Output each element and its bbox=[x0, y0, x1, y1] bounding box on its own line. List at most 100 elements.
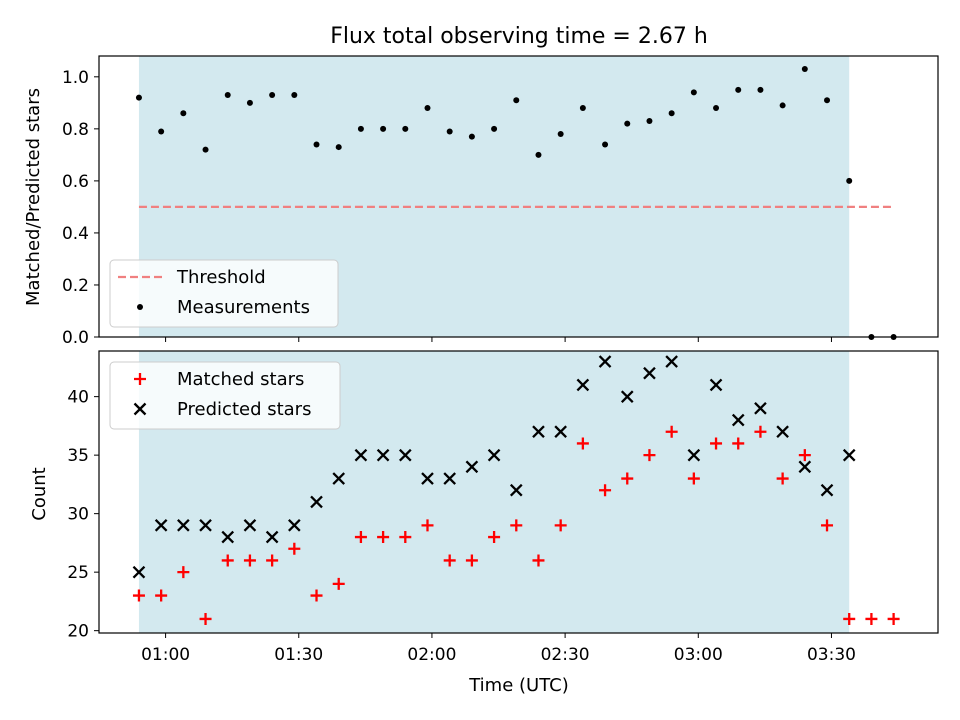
predicted-star-point bbox=[731, 413, 745, 427]
x-tick-label: 02:30 bbox=[541, 645, 590, 665]
measurement-point bbox=[801, 66, 808, 73]
bottom-panel: 20 25 30 35 40 01:00 01:30 02:00 02:30 03:00 03:30… bbox=[67, 350, 939, 665]
predicted-star-point bbox=[509, 483, 523, 497]
matched-star-point bbox=[776, 472, 789, 485]
measurement-point bbox=[202, 146, 209, 153]
predicted-star-point bbox=[243, 519, 257, 532]
matched-star-point bbox=[288, 542, 301, 555]
measurement-point bbox=[557, 131, 564, 138]
matched-star-point bbox=[443, 554, 456, 567]
predicted-star-point bbox=[532, 425, 545, 439]
predicted-star-point bbox=[465, 460, 479, 474]
matched-star-point bbox=[332, 577, 345, 590]
bottom-y-tick-label: 30 bbox=[67, 505, 89, 525]
bottom-legend: Matched stars Predicted stars bbox=[109, 361, 341, 430]
matched-star-point bbox=[887, 612, 900, 625]
predicted-star-point bbox=[154, 519, 168, 532]
measurement-point bbox=[646, 118, 653, 125]
matched-star-point bbox=[599, 484, 612, 497]
measurement-point bbox=[668, 110, 675, 117]
measurement-point bbox=[357, 125, 364, 132]
legend-predicted-swatch bbox=[133, 402, 147, 416]
top-y-tick-label: 0.6 bbox=[62, 172, 89, 192]
matched-star-point bbox=[510, 519, 523, 532]
measurement-point bbox=[135, 94, 142, 101]
measurement-point bbox=[446, 128, 453, 135]
bottom-y-axis-label: Count bbox=[29, 467, 50, 520]
measurement-point bbox=[313, 141, 320, 148]
matched-star-point bbox=[421, 519, 434, 532]
matched-star-point bbox=[798, 449, 811, 462]
matched-star-point bbox=[621, 472, 634, 485]
top-y-tick-label: 0.8 bbox=[62, 120, 89, 140]
x-tick-label: 01:00 bbox=[141, 645, 190, 665]
predicted-star-point bbox=[576, 378, 590, 392]
predicted-star-point bbox=[620, 390, 634, 403]
x-tick-label: 01:30 bbox=[274, 645, 323, 665]
predicted-star-point bbox=[798, 460, 812, 474]
matched-star-point bbox=[732, 437, 745, 450]
predicted-star-point bbox=[598, 355, 612, 368]
matched-star-point bbox=[643, 449, 656, 462]
predicted-star-point bbox=[354, 448, 368, 462]
x-axis-label: Time (UTC) bbox=[468, 675, 569, 696]
top-panel: 0.0 0.2 0.4 0.6 0.8 1.0 Threshold Measurements bbox=[62, 55, 939, 348]
matched-star-point bbox=[377, 531, 390, 544]
matched-star-point bbox=[843, 612, 856, 625]
legend-label: Matched stars bbox=[177, 369, 304, 390]
matched-star-point bbox=[710, 437, 723, 450]
measurement-point bbox=[846, 177, 853, 184]
measurement-point bbox=[468, 133, 475, 140]
matched-star-point bbox=[532, 554, 545, 567]
matched-star-point bbox=[243, 554, 256, 567]
measurement-point bbox=[535, 151, 542, 158]
measurement-point bbox=[757, 86, 764, 93]
predicted-star-point bbox=[842, 448, 856, 462]
matched-star-point bbox=[221, 554, 234, 567]
matched-star-point bbox=[865, 612, 878, 625]
bottom-y-tick-label: 35 bbox=[67, 446, 89, 466]
measurement-point bbox=[735, 86, 742, 93]
predicted-star-point bbox=[376, 448, 390, 462]
matched-star-point bbox=[310, 589, 323, 602]
predicted-star-point bbox=[421, 472, 434, 485]
measurement-point bbox=[602, 141, 609, 148]
matched-star-point bbox=[354, 531, 367, 544]
top-axes-frame bbox=[98, 55, 939, 338]
matched-star-point bbox=[155, 589, 168, 602]
matched-star-point bbox=[754, 425, 767, 438]
matched-star-point bbox=[665, 425, 678, 438]
matched-star-point bbox=[266, 554, 279, 567]
bottom-axes-frame bbox=[98, 350, 939, 634]
legend-matched-swatch bbox=[134, 373, 146, 385]
predicted-star-point bbox=[487, 448, 501, 462]
bottom-y-tick-label: 40 bbox=[67, 388, 89, 408]
matched-star-point bbox=[687, 472, 700, 485]
predicted-star-point bbox=[332, 472, 346, 485]
x-tick-label: 03:30 bbox=[807, 645, 856, 665]
measurement-point bbox=[291, 92, 298, 99]
measurement-point bbox=[624, 120, 631, 127]
measurement-point bbox=[690, 89, 697, 96]
x-tick-label: 03:00 bbox=[674, 645, 723, 665]
measurement-point bbox=[402, 125, 409, 132]
top-y-axis-label: Matched/Predicted stars bbox=[23, 88, 44, 306]
matched-star-point bbox=[488, 531, 501, 544]
measurement-point bbox=[380, 125, 387, 132]
predicted-star-point bbox=[665, 355, 678, 368]
matched-star-point bbox=[199, 612, 212, 625]
legend-measurement-swatch bbox=[137, 304, 143, 310]
predicted-star-point bbox=[754, 402, 767, 415]
measurement-point bbox=[246, 99, 253, 106]
top-y-tick-label: 0.2 bbox=[62, 276, 89, 296]
measurement-point bbox=[491, 125, 498, 132]
measurement-point bbox=[779, 102, 786, 109]
predicted-star-point bbox=[820, 483, 834, 497]
top-y-tick-label: 0.0 bbox=[62, 328, 89, 348]
bottom-y-tick-label: 25 bbox=[67, 563, 89, 583]
top-y-tick-label: 1.0 bbox=[62, 68, 89, 88]
predicted-star-point bbox=[398, 448, 412, 462]
measurement-point bbox=[713, 105, 720, 112]
top-legend-box bbox=[109, 259, 339, 328]
